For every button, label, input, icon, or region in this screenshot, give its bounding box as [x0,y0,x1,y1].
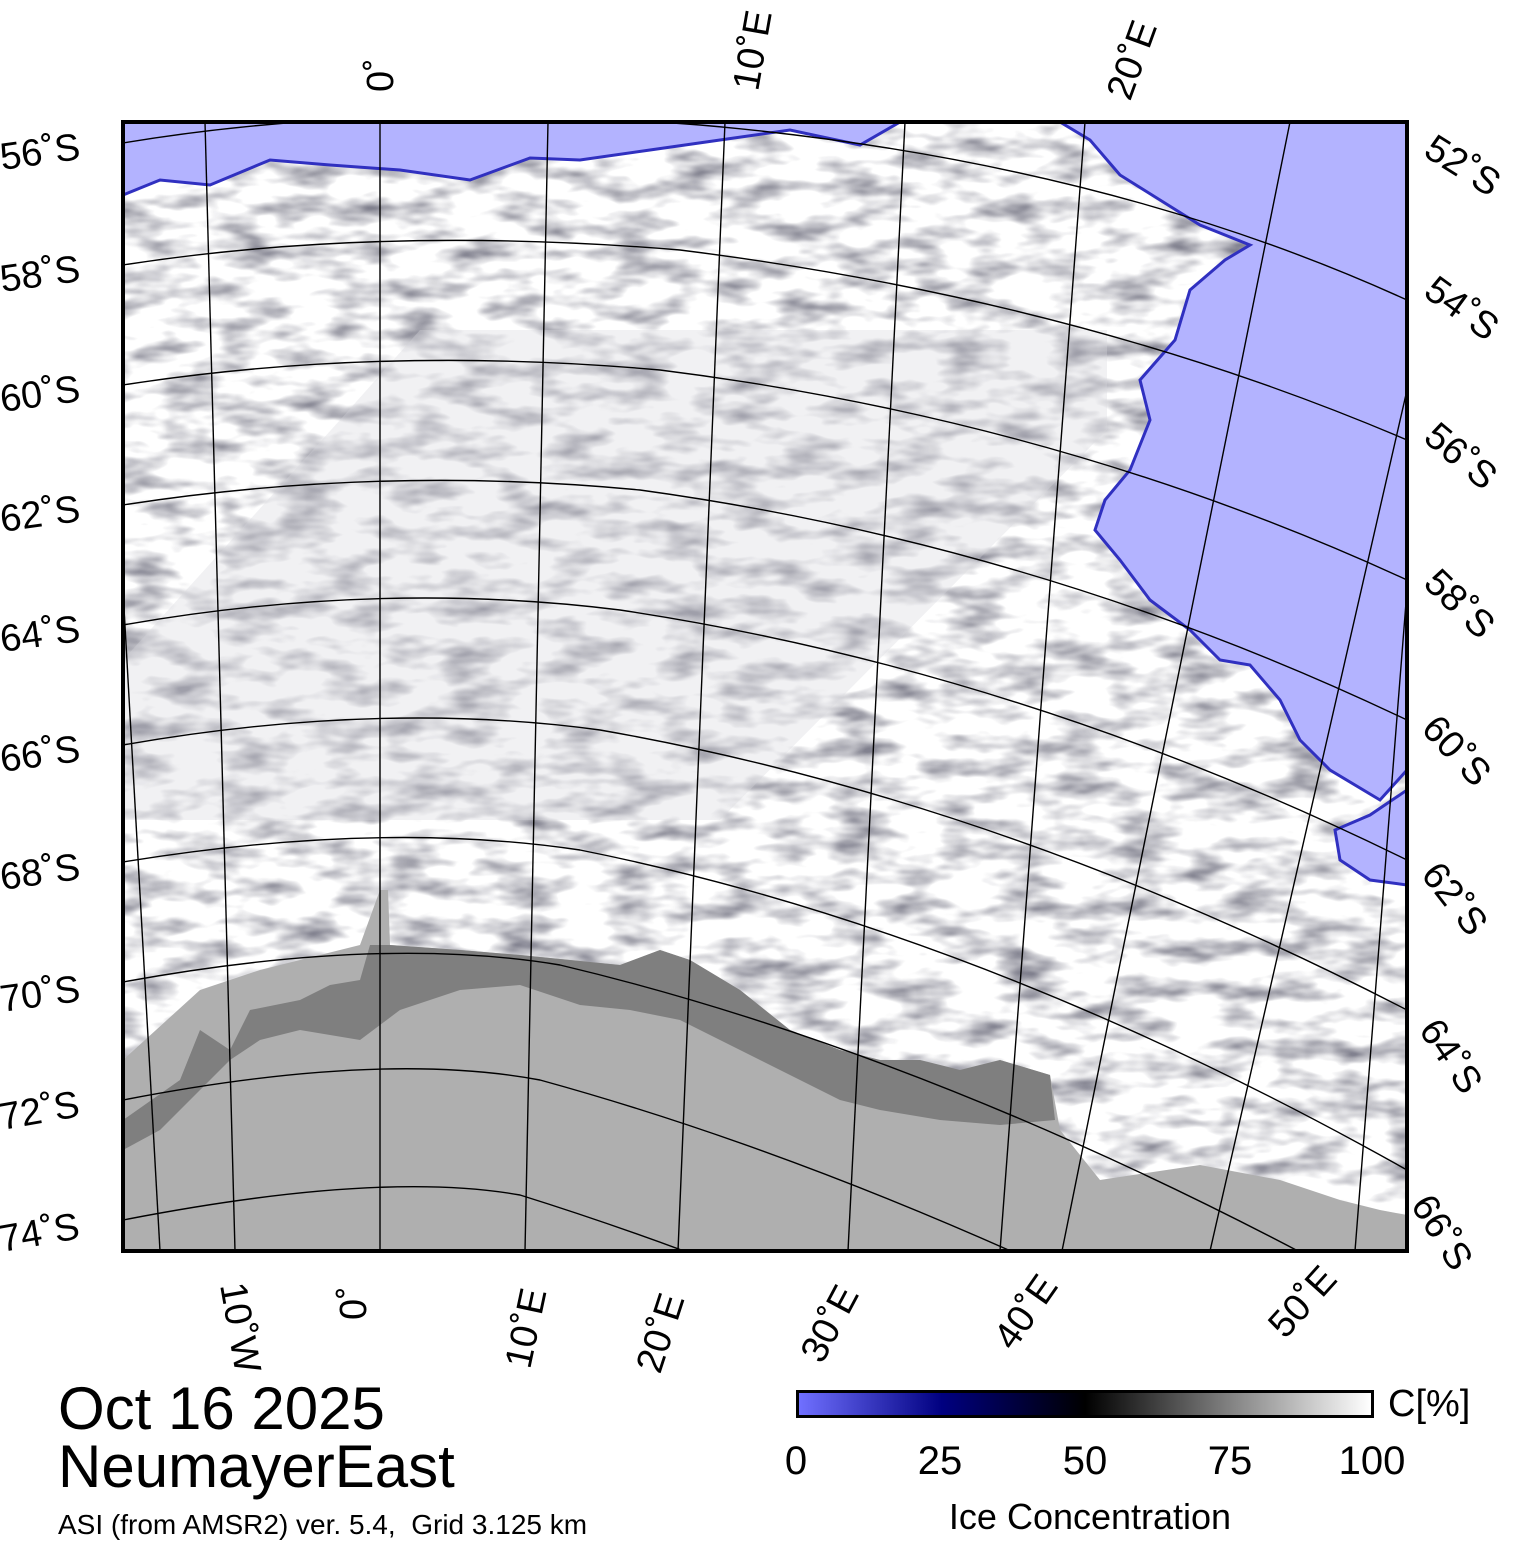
lat-label-left: 58˚S [0,248,83,301]
lat-label-left: 56˚S [0,126,83,179]
ice-shelf [123,945,1055,1150]
map-frame [121,120,1409,1253]
open-water-top-strip [123,122,904,197]
colorbar-unit: C[%] [1388,1383,1471,1425]
date-title: Oct 16 2025 [58,1375,385,1442]
lon-label-bottom: 10˚W [211,1279,268,1376]
lon-label-bottom: 20˚E [629,1288,694,1377]
lat-label-right: 54˚S [1417,268,1507,349]
lat-label-left: 72˚S [0,1084,83,1139]
open-water-northeast [1057,122,1407,802]
source-note: ASI (from AMSR2) ver. 5.4, Grid 3.125 km [58,1509,588,1540]
lat-label-right: 58˚S [1416,561,1503,647]
lon-label-bottom: 0˚ [333,1286,375,1320]
lon-label-bottom: 40˚E [986,1267,1066,1357]
lat-label-left: 70˚S [0,968,83,1021]
region-title: NeumayerEast [58,1433,455,1500]
lat-label-left: 62˚S [0,488,83,541]
lon-label-bottom: 50˚E [1260,1258,1345,1346]
grey-swath-band [123,330,1107,820]
lon-label-top: 0˚ [360,58,402,92]
colorbar-tick: 50 [1062,1439,1108,1483]
lat-label-right: 60˚S [1413,707,1498,794]
lat-label-left: 60˚S [0,368,83,421]
lat-label-right: 66˚S [1402,1188,1480,1278]
lon-label-top: 10˚E [726,7,781,93]
graticule-parallels [123,122,1407,1251]
colorbar-tick: 100 [1338,1439,1406,1483]
lat-label-left: 66˚S [0,728,83,781]
lat-label-right: 62˚S [1413,855,1496,944]
lon-label-top: 20˚E [1099,15,1166,105]
lat-label-right: 64˚S [1411,1012,1491,1102]
colorbar [796,1390,1374,1418]
lat-label-left: 74˚S [0,1206,83,1261]
lat-label-left: 68˚S [0,846,83,899]
lon-label-bottom: 10˚E [498,1285,556,1372]
colorbar-tick: 75 [1207,1439,1253,1483]
colorbar-title: Ice Concentration [948,1496,1232,1537]
lat-label-right: 56˚S [1416,415,1504,499]
colorbar-tick: 25 [917,1439,963,1483]
graticule-meridians [123,122,1407,1251]
lon-label-bottom: 30˚E [793,1279,868,1370]
map-area [123,122,1407,1251]
lat-label-left: 64˚S [0,608,83,661]
colorbar-tick: 0 [784,1439,808,1483]
lat-label-right: 52˚S [1417,127,1507,205]
